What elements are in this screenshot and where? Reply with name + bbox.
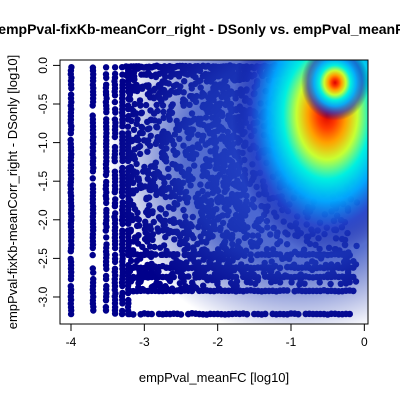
data-point — [126, 268, 134, 275]
plot-area — [67, 60, 368, 324]
chart-title: empPval-fixKb-meanCorr_right - DSonly vs… — [0, 21, 400, 37]
data-point — [67, 136, 74, 144]
data-point — [102, 71, 110, 78]
data-point — [111, 251, 119, 259]
data-point — [103, 116, 110, 123]
data-point — [139, 285, 146, 293]
data-point — [103, 206, 110, 214]
data-point — [111, 70, 119, 78]
data-point — [119, 307, 126, 315]
data-point — [67, 91, 75, 98]
data-point — [102, 272, 110, 280]
data-point — [89, 112, 96, 119]
data-point — [103, 178, 110, 186]
y-tick-label: -2.0 — [36, 209, 50, 230]
data-point — [103, 241, 110, 248]
data-point — [141, 270, 148, 277]
y-tick-label: -1.5 — [36, 171, 50, 192]
data-point — [67, 255, 74, 263]
data-point — [89, 251, 96, 259]
data-point — [102, 64, 110, 71]
x-tick-label: -3 — [139, 335, 150, 349]
data-point — [125, 296, 132, 304]
y-tick-label: -3.0 — [36, 286, 50, 307]
x-tick-label: -4 — [66, 335, 77, 349]
data-point — [89, 182, 97, 189]
data-point — [89, 175, 97, 182]
data-point — [103, 282, 110, 290]
density-cloud — [108, 60, 368, 324]
x-axis-label: empPval_meanFC [log10] — [139, 370, 289, 385]
y-axis-label: empPval-fixKb-meanCorr_right - DSonly [l… — [5, 55, 20, 330]
x-tick-label: 0 — [361, 335, 368, 349]
data-point — [89, 265, 97, 272]
data-point — [153, 280, 160, 287]
data-point — [112, 210, 119, 217]
y-tick-label: -2.5 — [36, 248, 50, 269]
data-point — [111, 98, 119, 106]
data-point — [89, 64, 97, 71]
density-peak — [301, 60, 368, 121]
data-point — [132, 263, 139, 270]
y-axis: 0.0 -0.5 -1.0 -1.5 -2.0 -2.5 -3.0 — [36, 57, 61, 307]
y-tick-label: -1.0 — [36, 132, 50, 153]
data-point — [119, 78, 126, 85]
data-point — [111, 64, 119, 71]
data-point — [111, 265, 119, 272]
x-tick-label: -2 — [212, 335, 223, 349]
data-point — [137, 277, 144, 284]
data-point — [67, 283, 75, 290]
data-point — [103, 234, 110, 241]
data-point — [148, 310, 155, 318]
data-point — [119, 289, 126, 297]
data-point — [177, 311, 185, 318]
data-point — [130, 311, 137, 318]
data-point — [148, 283, 155, 291]
x-axis: -4 -3 -2 -1 0 — [66, 323, 368, 349]
data-point — [68, 63, 75, 71]
data-point — [127, 257, 135, 264]
data-point — [102, 303, 110, 311]
y-tick-label: -0.5 — [36, 93, 50, 114]
data-point — [103, 81, 110, 88]
data-point — [129, 275, 137, 282]
x-tick-label: -1 — [286, 335, 297, 349]
y-tick-label: 0.0 — [36, 57, 50, 74]
data-point — [90, 275, 97, 283]
